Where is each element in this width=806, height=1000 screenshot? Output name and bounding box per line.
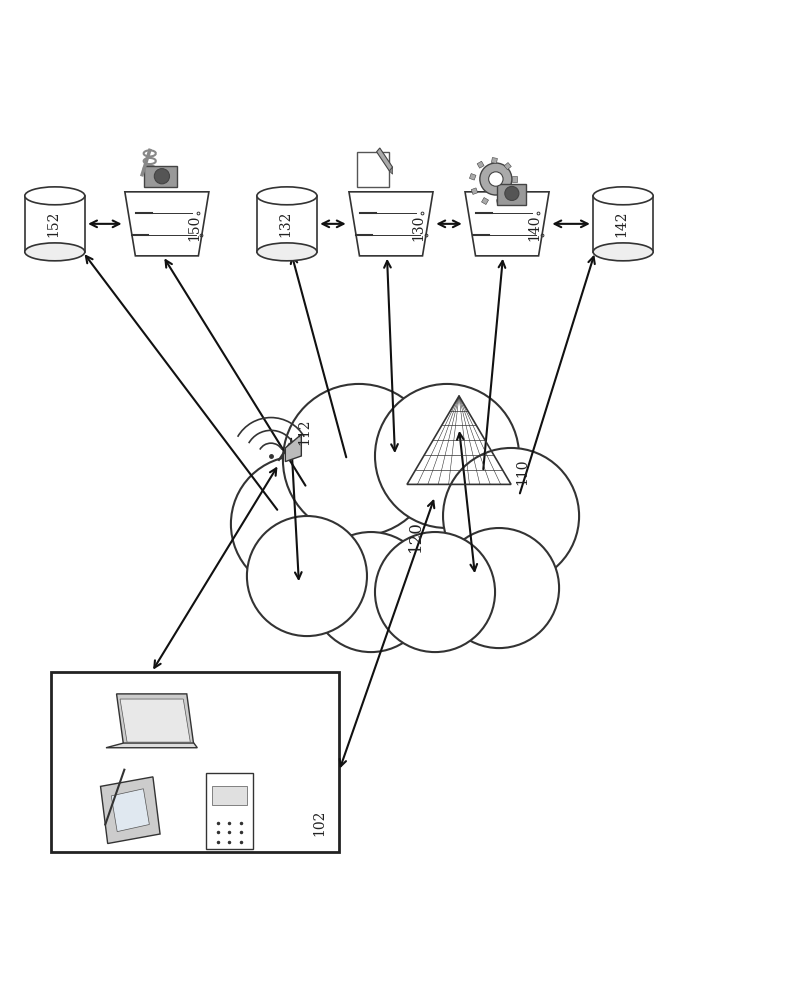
Text: 112: 112 [297,419,311,445]
Polygon shape [349,192,433,256]
Polygon shape [117,694,193,745]
Text: 102: 102 [312,810,326,836]
Polygon shape [106,743,197,748]
Bar [508,189,514,197]
Bar [212,786,247,805]
Ellipse shape [257,187,317,205]
Ellipse shape [257,243,317,261]
Text: 110: 110 [515,459,529,485]
Bar [206,773,253,849]
Bar [497,184,526,205]
Bar [472,188,478,194]
Polygon shape [376,148,393,171]
Bar [504,163,511,170]
Bar [143,166,177,187]
Bar [51,672,339,852]
Polygon shape [125,192,209,256]
Bar [492,158,497,163]
Circle shape [311,532,431,652]
Text: 120: 120 [406,520,423,552]
Circle shape [231,456,367,592]
Text: 130: 130 [411,215,425,241]
Circle shape [480,163,512,195]
Polygon shape [389,167,393,174]
Bar [593,196,653,252]
Polygon shape [465,192,549,256]
Bar [257,196,317,252]
Circle shape [439,528,559,648]
Polygon shape [120,699,190,742]
Ellipse shape [593,243,653,261]
Text: 132: 132 [278,211,293,237]
Circle shape [154,169,169,184]
Bar [496,199,502,205]
Bar [25,196,85,252]
Text: 140: 140 [527,215,541,241]
Text: 142: 142 [614,211,629,237]
Polygon shape [111,789,149,832]
Bar [481,198,488,205]
Circle shape [505,186,519,200]
Text: 152: 152 [46,211,60,237]
Circle shape [375,384,519,528]
Ellipse shape [25,187,85,205]
Circle shape [247,516,367,636]
Circle shape [283,384,435,536]
Circle shape [375,532,495,652]
Bar [357,152,389,187]
Ellipse shape [25,243,85,261]
Text: 150: 150 [187,215,201,241]
Bar [512,176,517,182]
Polygon shape [285,434,301,462]
Bar [469,174,476,180]
Ellipse shape [593,187,653,205]
Bar [477,161,484,168]
Circle shape [488,172,503,186]
Circle shape [443,448,579,584]
Polygon shape [101,777,160,844]
